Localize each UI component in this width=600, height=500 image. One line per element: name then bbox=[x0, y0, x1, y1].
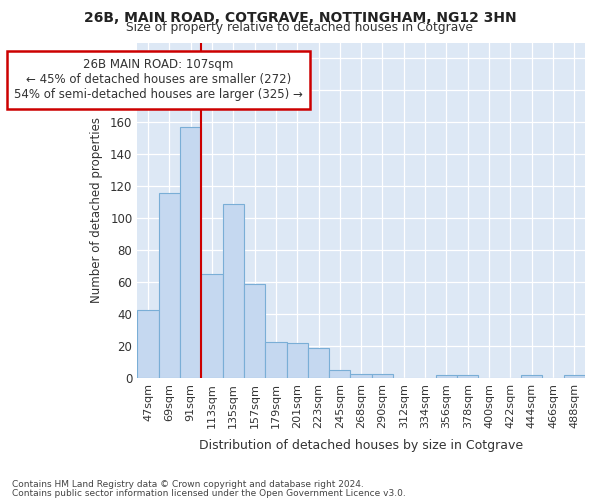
Bar bbox=[287, 343, 308, 378]
Bar bbox=[436, 375, 457, 378]
X-axis label: Distribution of detached houses by size in Cotgrave: Distribution of detached houses by size … bbox=[199, 440, 523, 452]
Bar bbox=[244, 284, 265, 378]
Bar bbox=[329, 370, 350, 378]
Text: Size of property relative to detached houses in Cotgrave: Size of property relative to detached ho… bbox=[127, 22, 473, 35]
Text: Contains public sector information licensed under the Open Government Licence v3: Contains public sector information licen… bbox=[12, 488, 406, 498]
Bar bbox=[350, 374, 372, 378]
Text: 26B, MAIN ROAD, COTGRAVE, NOTTINGHAM, NG12 3HN: 26B, MAIN ROAD, COTGRAVE, NOTTINGHAM, NG… bbox=[83, 11, 517, 25]
Bar bbox=[158, 193, 180, 378]
Y-axis label: Number of detached properties: Number of detached properties bbox=[90, 118, 103, 304]
Bar bbox=[201, 274, 223, 378]
Text: 26B MAIN ROAD: 107sqm
← 45% of detached houses are smaller (272)
54% of semi-det: 26B MAIN ROAD: 107sqm ← 45% of detached … bbox=[14, 58, 303, 102]
Bar bbox=[180, 128, 201, 378]
Bar bbox=[457, 375, 478, 378]
Bar bbox=[137, 310, 158, 378]
Bar bbox=[563, 375, 585, 378]
Bar bbox=[372, 374, 393, 378]
Bar bbox=[308, 348, 329, 378]
Bar bbox=[265, 342, 287, 378]
Text: Contains HM Land Registry data © Crown copyright and database right 2024.: Contains HM Land Registry data © Crown c… bbox=[12, 480, 364, 489]
Bar bbox=[223, 204, 244, 378]
Bar bbox=[521, 375, 542, 378]
